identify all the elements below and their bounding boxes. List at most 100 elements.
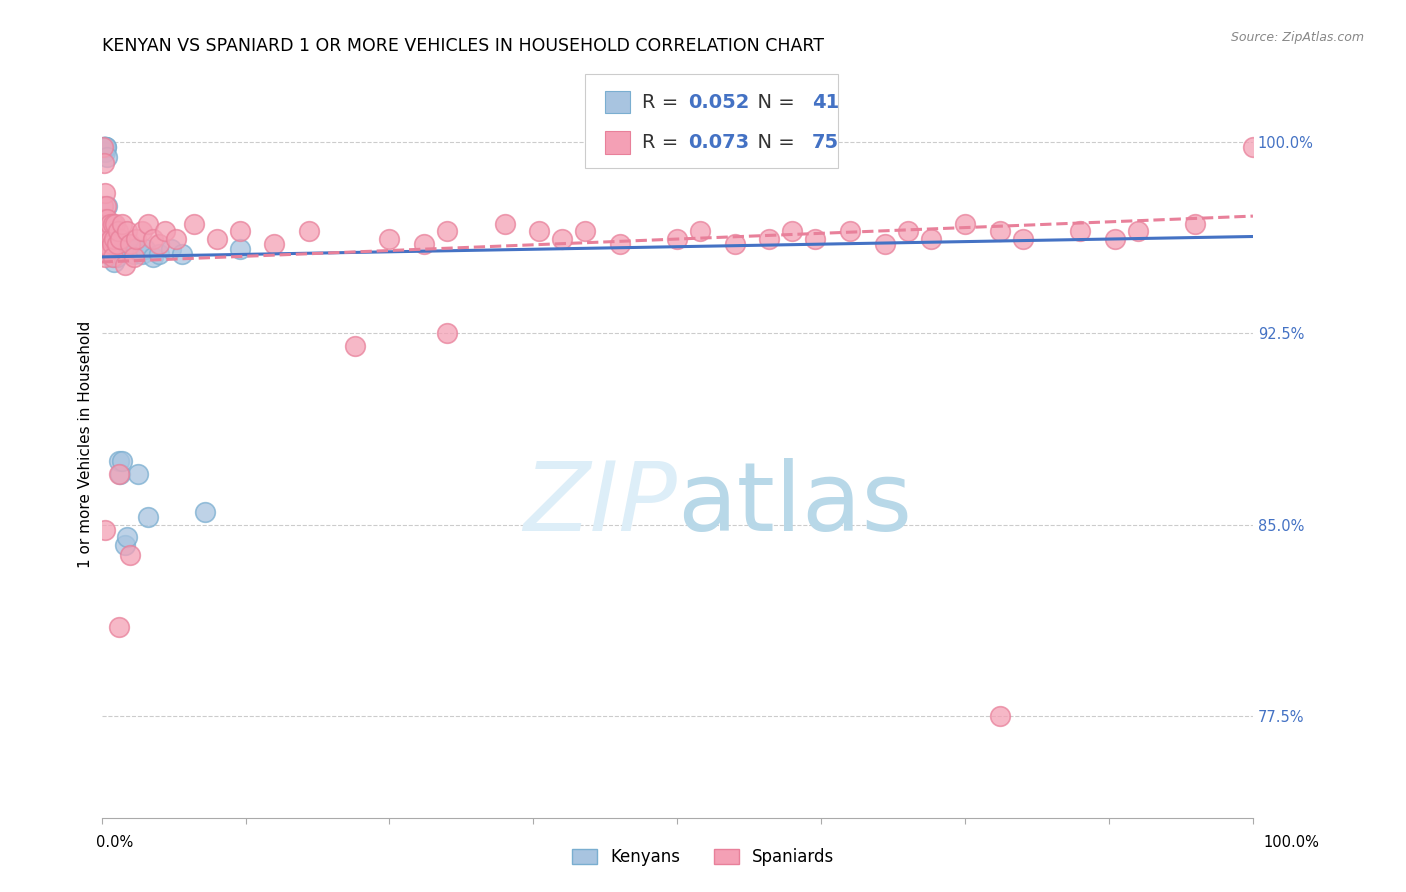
FancyBboxPatch shape: [585, 74, 838, 168]
Point: [263, 237, 285, 252]
Y-axis label: 1 or more Vehicles in Household: 1 or more Vehicles in Household: [79, 321, 93, 568]
Point: [165, 232, 187, 246]
Point: [108, 620, 131, 634]
Point: [108, 232, 131, 246]
Point: [105, 250, 128, 264]
Point: [104, 237, 127, 252]
Point: [343, 339, 366, 353]
Point: [115, 224, 138, 238]
Point: [782, 224, 804, 238]
Point: [758, 232, 780, 246]
Point: [101, 237, 124, 252]
Point: [122, 250, 145, 264]
Point: [97, 237, 120, 252]
Point: [94, 186, 117, 201]
Point: [96, 237, 118, 252]
Point: [136, 510, 159, 524]
FancyBboxPatch shape: [605, 131, 630, 153]
Point: [96, 199, 118, 213]
Point: [436, 326, 458, 341]
Point: [131, 224, 153, 238]
Text: N =: N =: [745, 93, 801, 112]
Point: [839, 224, 862, 238]
Point: [494, 217, 516, 231]
Point: [101, 217, 124, 231]
Point: [108, 454, 131, 468]
Point: [120, 237, 142, 252]
Legend: Kenyans, Spaniards: Kenyans, Spaniards: [565, 842, 841, 873]
Point: [105, 237, 128, 252]
Point: [120, 242, 142, 256]
Point: [183, 217, 205, 231]
Text: KENYAN VS SPANIARD 1 OR MORE VEHICLES IN HOUSEHOLD CORRELATION CHART: KENYAN VS SPANIARD 1 OR MORE VEHICLES IN…: [101, 37, 824, 55]
Point: [1241, 140, 1264, 154]
Point: [97, 224, 120, 238]
Point: [194, 505, 217, 519]
Point: [107, 224, 129, 238]
Point: [153, 224, 176, 238]
Point: [94, 224, 117, 238]
Point: [94, 140, 117, 154]
Point: [122, 247, 145, 261]
Point: [100, 232, 122, 246]
Point: [101, 247, 124, 261]
Point: [101, 242, 124, 256]
Point: [689, 224, 711, 238]
Point: [873, 237, 896, 252]
Point: [1184, 217, 1206, 231]
Point: [142, 232, 165, 246]
Text: 100.0%: 100.0%: [1263, 836, 1319, 850]
Point: [91, 140, 114, 154]
Text: atlas: atlas: [678, 458, 912, 550]
Point: [724, 237, 747, 252]
Point: [104, 217, 127, 231]
Point: [103, 232, 125, 246]
Point: [205, 232, 228, 246]
Point: [100, 232, 122, 246]
Point: [103, 255, 125, 269]
FancyBboxPatch shape: [605, 91, 630, 113]
Point: [148, 247, 170, 261]
Point: [111, 454, 134, 468]
Point: [609, 237, 631, 252]
Point: [101, 250, 124, 264]
Point: [172, 247, 194, 261]
Point: [136, 217, 159, 231]
Point: [527, 224, 550, 238]
Point: [94, 140, 117, 154]
Point: [115, 530, 138, 544]
Point: [91, 199, 114, 213]
Point: [1069, 224, 1091, 238]
Point: [988, 224, 1011, 238]
Point: [148, 237, 170, 252]
Text: Source: ZipAtlas.com: Source: ZipAtlas.com: [1230, 31, 1364, 45]
Point: [94, 237, 117, 252]
Point: [120, 548, 142, 562]
Text: 0.0%: 0.0%: [96, 836, 132, 850]
Point: [96, 151, 118, 165]
Text: 41: 41: [813, 93, 839, 112]
Point: [896, 224, 918, 238]
Point: [1011, 232, 1033, 246]
Point: [94, 145, 117, 160]
Point: [101, 237, 124, 252]
Point: [111, 217, 134, 231]
Point: [551, 232, 574, 246]
Point: [125, 232, 148, 246]
Point: [98, 242, 121, 256]
Text: 0.073: 0.073: [688, 133, 749, 153]
Point: [436, 224, 458, 238]
Point: [108, 467, 131, 481]
Point: [101, 250, 124, 264]
Point: [378, 232, 401, 246]
Point: [97, 217, 120, 231]
Point: [1104, 232, 1126, 246]
Point: [666, 232, 689, 246]
Point: [98, 242, 121, 256]
Text: N =: N =: [745, 133, 801, 153]
Point: [96, 140, 118, 154]
Point: [91, 140, 114, 154]
Point: [229, 242, 252, 256]
Point: [94, 250, 117, 264]
Point: [114, 258, 136, 272]
